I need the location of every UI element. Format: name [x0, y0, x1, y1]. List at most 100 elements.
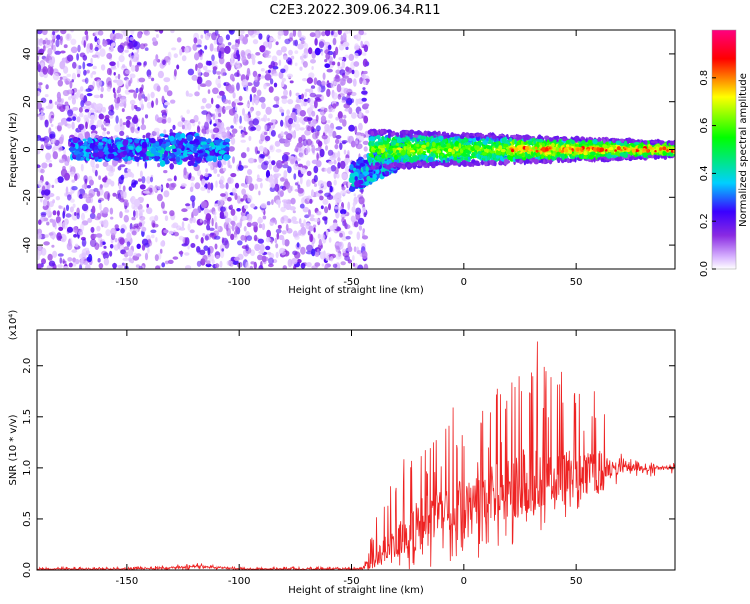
spectrogram-cell: [281, 81, 285, 88]
spectrogram-cell: [92, 152, 99, 158]
spectrogram-cell: [426, 131, 432, 136]
spectrogram-cell: [197, 150, 204, 154]
spectrogram-cell: [251, 57, 256, 66]
spectrogram-cell: [423, 130, 428, 137]
spectrogram-cell: [117, 44, 124, 53]
spectrogram-cell: [48, 101, 54, 110]
spectrogram-cell: [298, 136, 303, 144]
spectrogram-cell: [266, 251, 272, 256]
spectrogram-cell: [265, 245, 271, 251]
spectrogram-cell: [39, 137, 45, 142]
spectrogram-cell: [76, 153, 81, 161]
spectrogram-cell: [140, 124, 147, 131]
spectrogram-cell: [295, 92, 300, 97]
spectrogram-cell: [120, 228, 125, 234]
spectrogram-cell: [74, 212, 77, 216]
spectrogram-cell: [144, 161, 148, 169]
spectrogram-cell: [157, 185, 163, 190]
spectrogram-cell: [299, 127, 305, 131]
spectrogram-cell: [164, 215, 169, 222]
spectrogram-cell: [55, 39, 60, 48]
spectrogram-cell: [227, 196, 232, 202]
spectrogram-cell: [230, 84, 235, 92]
spectrogram-cell: [324, 123, 330, 132]
spectrogram-cell: [65, 204, 70, 211]
spectrogram-cell: [190, 160, 195, 166]
spectrogram-cell: [335, 74, 340, 79]
spectrogram-cell: [232, 222, 236, 227]
spectrogram-cell: [186, 134, 194, 141]
spectrogram-cell: [68, 147, 76, 152]
spectrogram-cell: [222, 160, 227, 166]
spectrogram-cell: [133, 210, 136, 218]
spectrogram-cell: [358, 173, 365, 179]
spectrogram-cell: [117, 73, 121, 80]
spectrogram-cell: [251, 97, 255, 106]
spectrogram-cell: [353, 193, 357, 197]
spectrogram-cell: [98, 175, 101, 180]
spectrogram-cell: [129, 99, 136, 106]
spectrogram-cell: [167, 59, 171, 66]
spectrogram-cell: [325, 145, 328, 151]
spectrogram-cell: [69, 171, 75, 177]
spectrogram-cell: [274, 219, 278, 225]
spectrogram-cell: [60, 30, 67, 35]
spectrogram-cell: [40, 62, 45, 68]
spectrogram-cell: [320, 234, 326, 240]
spectrogram-cell: [41, 247, 47, 256]
spectrogram-cell: [71, 97, 76, 105]
spectrogram-cell: [312, 119, 316, 127]
spectrogram-cell: [358, 110, 362, 119]
spectrogram-cell: [303, 98, 308, 102]
spectrogram-cell: [99, 183, 103, 190]
spectrogram-cell: [109, 207, 114, 215]
spectrogram-cell: [218, 138, 222, 143]
spectrogram-cell: [231, 128, 238, 134]
spectrogram-cell: [124, 69, 131, 75]
spectrogram-cell: [200, 237, 204, 244]
spectrogram-cell: [219, 210, 225, 219]
spectrogram-cell: [107, 153, 115, 160]
spectrogram-cell: [279, 190, 284, 197]
spectrogram-cell: [240, 198, 244, 202]
spectrogram-cell: [99, 239, 103, 247]
spectrogram-cell: [263, 83, 267, 90]
spectrogram-cell: [71, 72, 76, 81]
spectrogram-cell: [67, 123, 72, 129]
spectrogram-cell: [163, 229, 169, 234]
spectrogram-cell: [300, 226, 307, 235]
spectrogram-cell: [50, 124, 54, 127]
spectrogram-cell: [334, 206, 340, 210]
spectrogram-cell: [343, 114, 347, 119]
spectrogram-cell: [250, 203, 256, 209]
spectrogram-cell: [230, 208, 236, 216]
spectrogram-cell: [160, 201, 165, 209]
spectrogram-cell: [230, 137, 236, 145]
spectrogram-cell: [192, 208, 199, 217]
spectrogram-cell: [363, 103, 370, 107]
spectrogram-cell: [82, 54, 88, 61]
spectrogram-cell: [342, 119, 347, 127]
spectrogram-cell: [103, 245, 107, 249]
spectrogram-cell: [252, 118, 259, 126]
spectrogram-cell: [363, 115, 369, 124]
spectrogram-cell: [355, 98, 359, 106]
spectrogram-cell: [313, 77, 318, 85]
spectrogram-cell: [83, 175, 88, 183]
spectrogram-cell: [204, 235, 209, 241]
spectrogram-cell: [123, 246, 130, 251]
spectrogram-cell: [271, 55, 278, 62]
spectrogram-cell: [359, 162, 366, 167]
spectrogram-cell: [249, 93, 253, 103]
spectrogram-cell: [45, 152, 51, 161]
spectrogram-cell: [238, 160, 242, 169]
spectrogram-cell: [244, 204, 249, 210]
spectrogram-cell: [249, 265, 254, 269]
spectrogram-cell: [45, 84, 49, 90]
spectrogram-cell: [63, 44, 68, 49]
spectrogram-cell: [163, 77, 171, 83]
spectrogram-cell: [289, 80, 294, 84]
spectrogram-cell: [167, 259, 174, 264]
spectrogram-cell: [290, 197, 296, 205]
spectrogram-cell: [91, 71, 97, 75]
